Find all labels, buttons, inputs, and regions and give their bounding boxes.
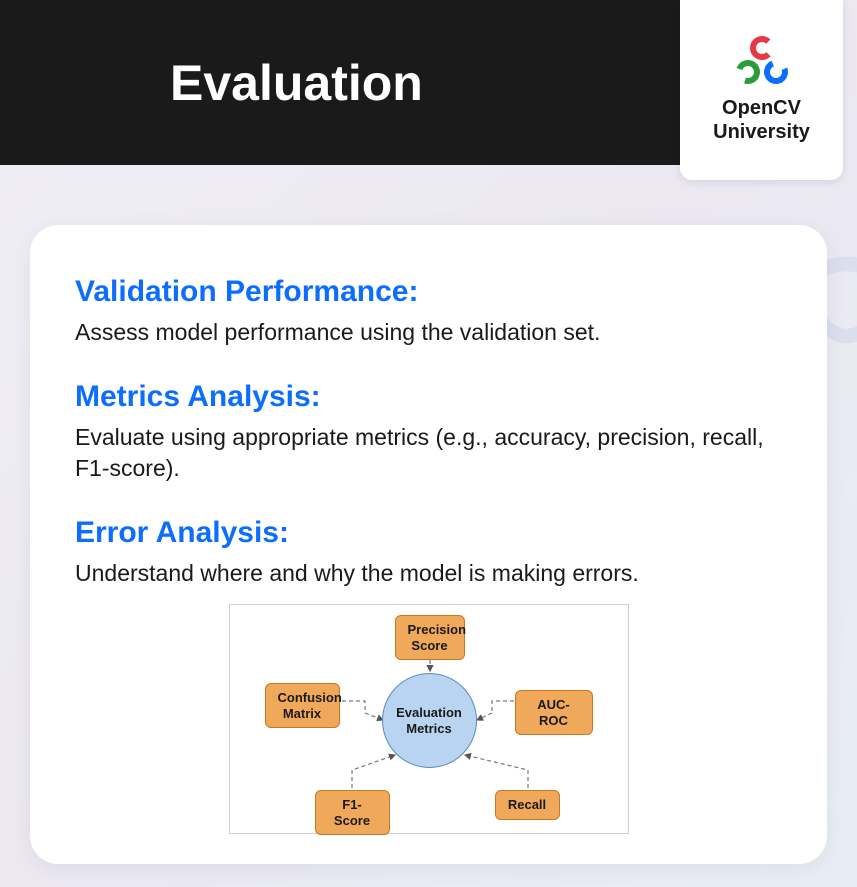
diagram-node-recall: Recall <box>495 790 560 820</box>
diagram-node-f1: F1-Score <box>315 790 390 835</box>
section-text-validation: Assess model performance using the valid… <box>75 317 782 348</box>
section-heading-error: Error Analysis: <box>75 516 782 550</box>
opencv-logo-icon <box>732 36 792 86</box>
content-card: Validation Performance: Assess model per… <box>30 225 827 864</box>
evaluation-metrics-diagram: EvaluationMetrics PrecisionScore Confusi… <box>229 604 629 834</box>
section-text-error: Understand where and why the model is ma… <box>75 558 782 589</box>
header-bar: Evaluation <box>0 0 680 165</box>
diagram-node-aucroc: AUC-ROC <box>515 690 593 735</box>
page-title: Evaluation <box>170 54 423 112</box>
diagram-node-confusion: ConfusionMatrix <box>265 683 340 728</box>
logo-box: OpenCV University <box>680 0 843 180</box>
diagram-center-node: EvaluationMetrics <box>382 673 477 768</box>
section-heading-validation: Validation Performance: <box>75 275 782 309</box>
diagram-node-precision: PrecisionScore <box>395 615 465 660</box>
section-heading-metrics: Metrics Analysis: <box>75 380 782 414</box>
section-text-metrics: Evaluate using appropriate metrics (e.g.… <box>75 422 782 484</box>
logo-text: OpenCV University <box>713 96 810 144</box>
